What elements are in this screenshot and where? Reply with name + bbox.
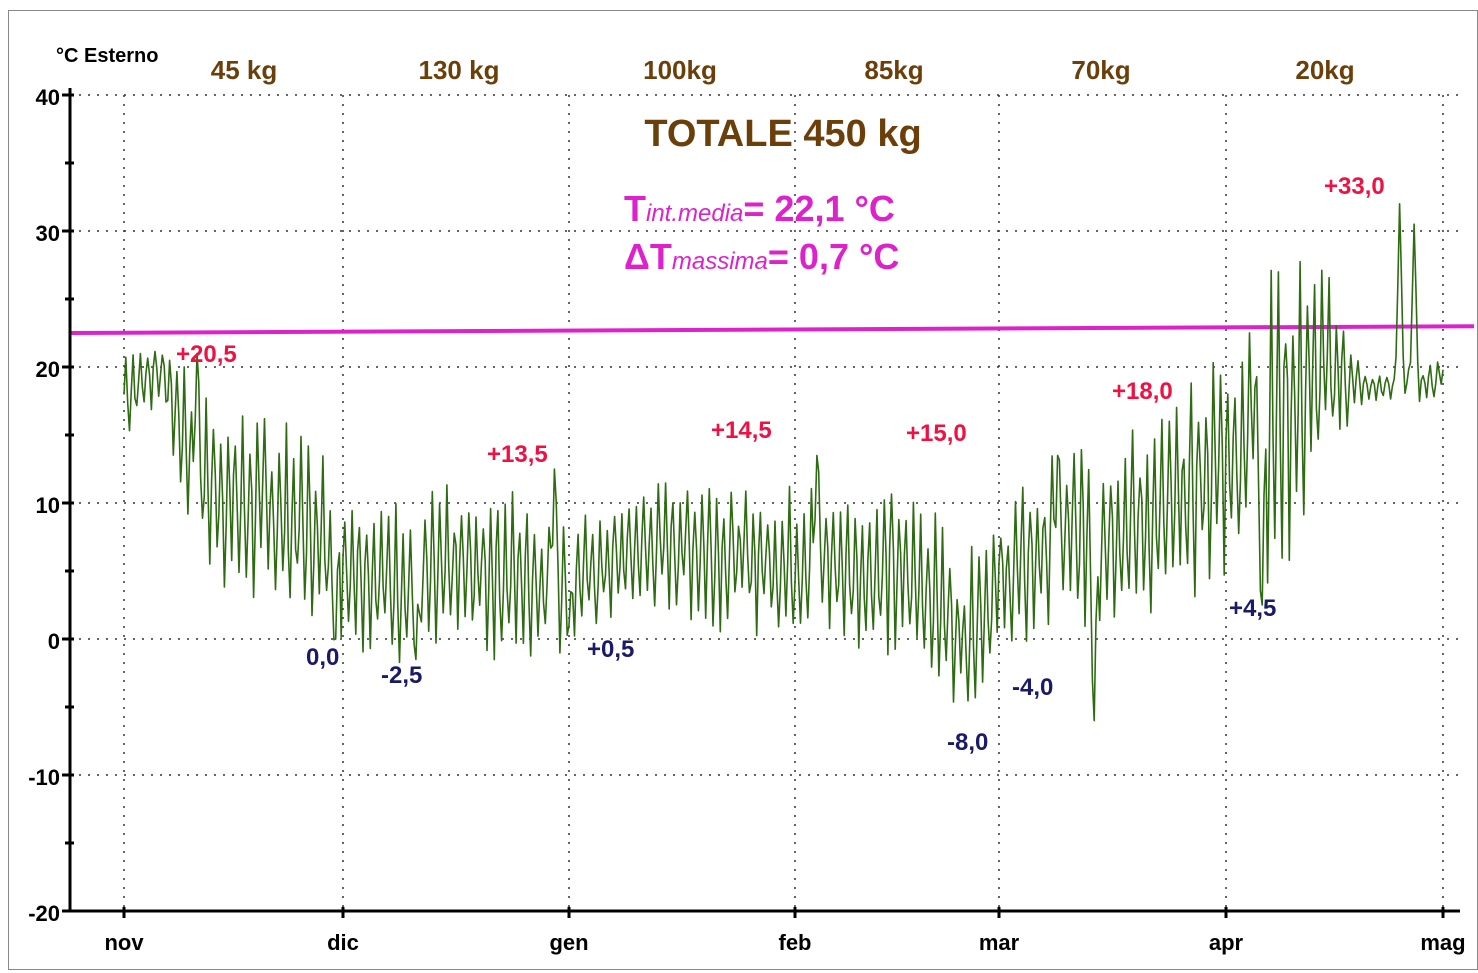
monthly-kg-labels: 45 kg 130 kg 100kg 85kg 70kg 20kg: [211, 55, 1355, 85]
y-tick-label: 20: [36, 357, 60, 382]
annotation-min: +0,5: [587, 636, 634, 663]
month-label-nov: nov: [104, 930, 144, 955]
outdoor-temperature-series: [123, 203, 1444, 722]
annotation-max: +15,0: [906, 420, 967, 447]
t-int-media-main: T: [624, 188, 646, 229]
delta-t-massima-value: = 0,7 °C: [768, 236, 899, 277]
month-label-mag: mag: [1420, 930, 1465, 955]
kg-label-dic: 130 kg: [419, 55, 500, 85]
kg-label-apr: 20kg: [1295, 55, 1354, 85]
annotation-min: -2,5: [381, 662, 422, 689]
annotation-min: +4,5: [1229, 595, 1276, 622]
month-label-mar: mar: [979, 930, 1020, 955]
t-int-media-label: Tint.media= 22,1 °C: [624, 188, 895, 229]
x-tick-labels: nov dic gen feb mar apr mag: [104, 930, 1465, 955]
month-label-gen: gen: [549, 930, 588, 955]
totale-label: TOTALE 450 kg: [644, 113, 921, 155]
annotation-max: +18,0: [1112, 378, 1173, 405]
y-tick-label: 10: [36, 493, 60, 518]
y-tick-label: 40: [36, 85, 60, 110]
annotation-min: -8,0: [947, 729, 988, 756]
kg-label-gen: 100kg: [643, 55, 717, 85]
internal-temperature-line: [69, 324, 1475, 335]
month-label-dic: dic: [327, 930, 359, 955]
grid-lines: [70, 94, 1460, 911]
y-axis-label: °C Esterno: [56, 45, 158, 67]
annotation-min: -4,0: [1012, 674, 1053, 701]
temperature-series-line: [123, 203, 1444, 722]
y-tick-label: 30: [36, 221, 60, 246]
t-int-media-value: = 22,1 °C: [743, 188, 895, 229]
y-tick-labels: -20 -10 0 10 20 30 40: [28, 85, 60, 926]
delta-t-massima-sub: massima: [672, 248, 768, 275]
extreme-annotations: +20,5 +13,5 +14,5 +15,0 +18,0 +33,0 0,0 …: [176, 173, 1385, 756]
y-tick-label: -20: [28, 901, 60, 926]
axes: [62, 88, 1460, 918]
annotation-max: +20,5: [176, 341, 237, 368]
kg-label-nov: 45 kg: [211, 55, 278, 85]
annotation-max: +33,0: [1324, 173, 1385, 200]
delta-t-massima-main: ΔT: [624, 236, 672, 277]
annotation-max: +13,5: [487, 441, 548, 468]
annotation-max: +14,5: [711, 417, 772, 444]
kg-label-mar: 70kg: [1071, 55, 1130, 85]
month-label-feb: feb: [779, 930, 812, 955]
internal-temperature-line-path: [69, 324, 1475, 335]
y-tick-label: -10: [28, 765, 60, 790]
kg-label-feb: 85kg: [864, 55, 923, 85]
annotation-min: 0,0: [306, 644, 339, 671]
t-int-media-sub: int.media: [646, 200, 743, 227]
delta-t-massima-label: ΔTmassima= 0,7 °C: [624, 236, 899, 277]
y-tick-label: 0: [48, 629, 60, 654]
month-label-apr: apr: [1209, 930, 1244, 955]
